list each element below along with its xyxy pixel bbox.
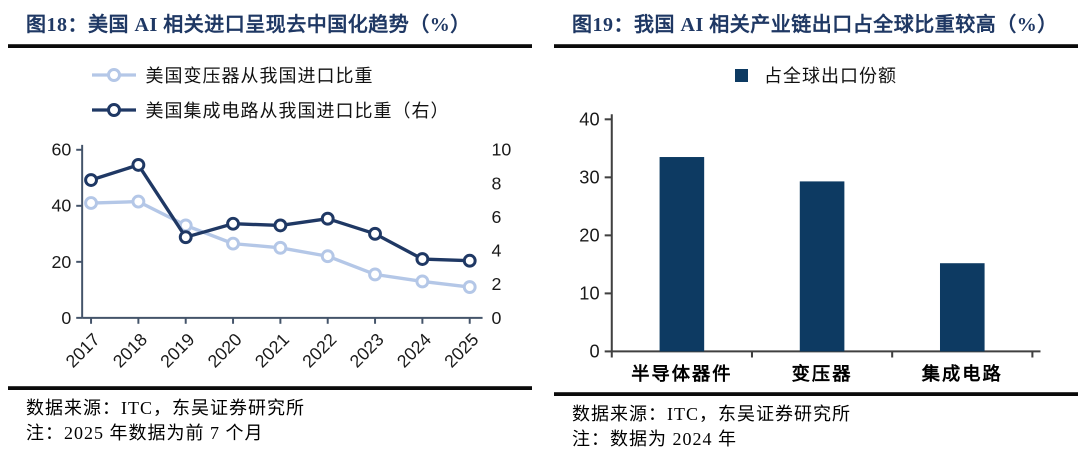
line-circle-marker-icon: [91, 103, 136, 117]
legend-label-transformer: 美国变压器从我国进口比重: [145, 66, 374, 86]
figure-18-legend: 美国变压器从我国进口比重 美国集成电路从我国进口比重（右）: [91, 48, 450, 131]
figure-19-title-rule: [554, 44, 1078, 48]
svg-text:半导体器件: 半导体器件: [631, 363, 732, 384]
svg-text:2020: 2020: [204, 329, 246, 371]
svg-text:2017: 2017: [62, 329, 104, 371]
figure-19-panel: 图19：我国 AI 相关产业链出口占全球比重较高（%） 占全球出口份额 0 10 2…: [554, 6, 1078, 452]
svg-text:30: 30: [579, 166, 599, 187]
legend-item-integrated-circuit: 美国集成电路从我国进口比重（右）: [91, 97, 450, 123]
svg-text:40: 40: [51, 196, 71, 216]
svg-text:2: 2: [491, 274, 501, 294]
svg-text:2018: 2018: [109, 329, 151, 371]
figure-19-legend: 占全球出口份额: [554, 48, 1078, 96]
line-circle-marker-icon: [91, 68, 136, 82]
svg-text:0: 0: [61, 308, 71, 328]
svg-text:60: 60: [51, 140, 71, 160]
svg-text:2025: 2025: [440, 329, 482, 371]
figure-19-title: 图19：我国 AI 相关产业链出口占全球比重较高（%）: [572, 14, 1058, 36]
figure-18-footer-rule: [8, 386, 532, 391]
figure-19-footer-rule: [554, 391, 1078, 396]
svg-text:6: 6: [491, 207, 501, 227]
svg-text:10: 10: [579, 282, 599, 303]
svg-text:0: 0: [589, 340, 599, 361]
square-marker-icon: [735, 68, 748, 82]
figure-19-bar-chart: 0 10 20 30 40 半导体器件 变压器 集成电路: [579, 108, 1041, 384]
figure-18-title-rule: [8, 44, 532, 48]
svg-text:2021: 2021: [251, 329, 293, 371]
svg-text:40: 40: [579, 108, 599, 129]
svg-text:0: 0: [491, 308, 501, 328]
figure-18-panel: 图18：美国 AI 相关进口呈现去中国化趋势（%） 美国变压器从我国进口比重 美…: [8, 6, 532, 452]
svg-text:2022: 2022: [298, 329, 340, 371]
figure-19-note: 注：数据为 2024 年: [572, 429, 737, 450]
figure-18-footer: 数据来源：ITC，东吴证券研究所 注：2025 年数据为前 7 个月: [8, 390, 532, 446]
figure-19-source: 数据来源：ITC，东吴证券研究所: [572, 403, 851, 424]
svg-text:20: 20: [579, 224, 599, 245]
report-figures-page: 图18：美国 AI 相关进口呈现去中国化趋势（%） 美国变压器从我国进口比重 美…: [8, 6, 1078, 452]
legend-label-integrated-circuit: 美国集成电路从我国进口比重（右）: [145, 101, 450, 121]
legend-label-global-export-share: 占全球出口份额: [764, 66, 897, 86]
figure-18-source: 数据来源：ITC，东吴证券研究所: [26, 398, 305, 419]
svg-text:变压器: 变压器: [792, 363, 853, 384]
svg-text:8: 8: [491, 173, 501, 193]
svg-text:10: 10: [491, 140, 511, 160]
figure-18-title: 图18：美国 AI 相关进口呈现去中国化趋势（%）: [26, 14, 471, 36]
figure-18-note: 注：2025 年数据为前 7 个月: [26, 423, 264, 444]
legend-item-global-export-share: 占全球出口份额: [735, 62, 897, 88]
svg-text:集成电路: 集成电路: [921, 363, 1003, 384]
legend-item-transformer: 美国变压器从我国进口比重: [91, 62, 374, 88]
svg-text:2023: 2023: [346, 329, 388, 371]
svg-text:2024: 2024: [393, 329, 435, 371]
figure-19-footer: 数据来源：ITC，东吴证券研究所 注：数据为 2024 年: [554, 396, 1078, 452]
svg-text:20: 20: [51, 252, 71, 272]
svg-text:2019: 2019: [156, 329, 198, 371]
svg-text:4: 4: [491, 241, 501, 261]
